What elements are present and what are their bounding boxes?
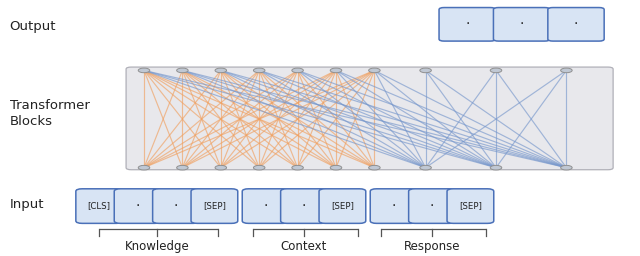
Text: Knowledge: Knowledge (124, 240, 189, 253)
Circle shape (369, 165, 380, 170)
Text: ·: · (136, 199, 140, 213)
Text: [SEP]: [SEP] (331, 201, 354, 211)
Text: ·: · (174, 199, 178, 213)
FancyBboxPatch shape (280, 189, 327, 223)
FancyBboxPatch shape (242, 189, 289, 223)
FancyBboxPatch shape (493, 7, 550, 41)
Circle shape (215, 165, 227, 170)
Text: Transformer
Blocks: Transformer Blocks (10, 99, 90, 129)
Circle shape (253, 68, 265, 73)
Text: Output: Output (10, 20, 56, 33)
Text: Context: Context (281, 240, 327, 253)
Circle shape (138, 68, 150, 73)
FancyBboxPatch shape (114, 189, 161, 223)
Circle shape (177, 165, 188, 170)
FancyBboxPatch shape (409, 189, 456, 223)
Text: ·: · (574, 17, 578, 31)
FancyBboxPatch shape (153, 189, 200, 223)
Circle shape (561, 165, 572, 170)
Text: ·: · (520, 17, 524, 31)
Text: Response: Response (404, 240, 460, 253)
Circle shape (330, 165, 342, 170)
Text: ·: · (465, 17, 469, 31)
FancyBboxPatch shape (126, 67, 613, 170)
Circle shape (292, 68, 303, 73)
Text: Input: Input (10, 198, 44, 211)
FancyBboxPatch shape (439, 7, 495, 41)
Circle shape (420, 68, 431, 73)
Circle shape (330, 68, 342, 73)
Text: ·: · (302, 199, 306, 213)
Circle shape (215, 68, 227, 73)
Circle shape (138, 165, 150, 170)
Circle shape (490, 165, 502, 170)
FancyBboxPatch shape (76, 189, 123, 223)
Text: ·: · (264, 199, 268, 213)
Circle shape (253, 165, 265, 170)
FancyBboxPatch shape (447, 189, 494, 223)
Text: [CLS]: [CLS] (88, 201, 111, 211)
Circle shape (292, 165, 303, 170)
Text: [SEP]: [SEP] (459, 201, 482, 211)
Circle shape (420, 165, 431, 170)
Circle shape (561, 68, 572, 73)
FancyBboxPatch shape (191, 189, 238, 223)
Circle shape (177, 68, 188, 73)
FancyBboxPatch shape (319, 189, 366, 223)
Text: ·: · (430, 199, 434, 213)
Text: [SEP]: [SEP] (203, 201, 226, 211)
FancyBboxPatch shape (548, 7, 604, 41)
Text: ·: · (392, 199, 396, 213)
FancyBboxPatch shape (370, 189, 417, 223)
Circle shape (490, 68, 502, 73)
Circle shape (369, 68, 380, 73)
